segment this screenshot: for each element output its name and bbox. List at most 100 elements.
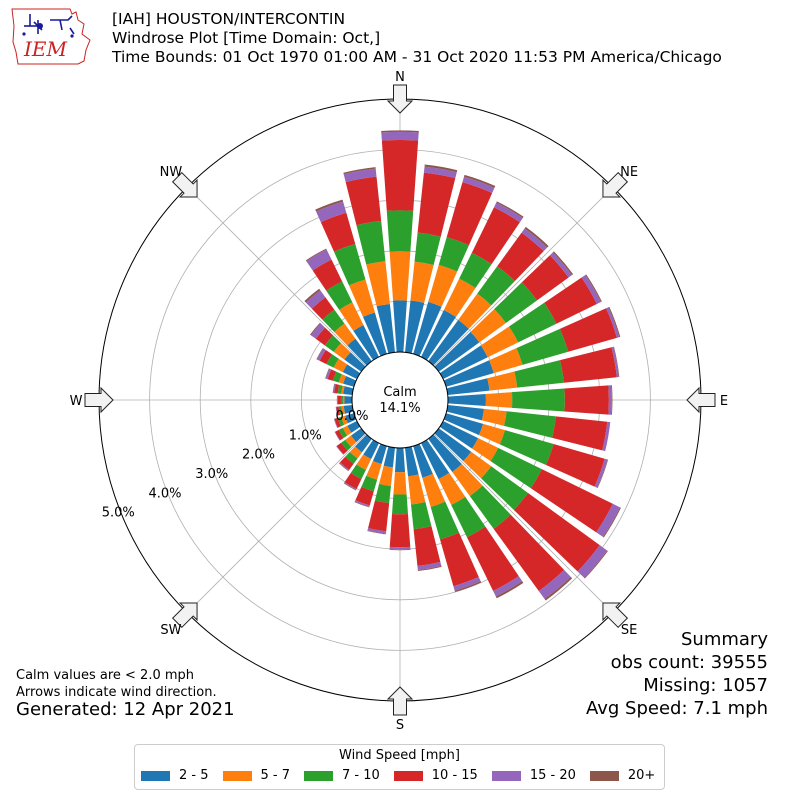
grid-spoke	[186, 186, 367, 367]
direction-arrow	[686, 386, 716, 414]
direction-arrow	[171, 171, 198, 198]
windrose-bar-segment	[354, 500, 370, 507]
windrose-bar-segment	[345, 435, 357, 448]
direction-arrows	[84, 84, 716, 716]
windrose-bar-segment	[334, 417, 341, 428]
avg-speed: Avg Speed: 7.1 mph	[586, 698, 768, 719]
windrose-bar-segment	[316, 348, 326, 361]
windrose-bar-segment	[325, 368, 332, 380]
windrose-bar-segment	[305, 290, 326, 309]
windrose-bar-segment	[487, 371, 518, 391]
windrose-bar-segment	[596, 503, 621, 537]
windrose-bar-segment	[606, 307, 620, 338]
windrose-bar-segment	[325, 368, 330, 379]
windrose-bar-segment	[421, 310, 456, 361]
windrose-bar-segment	[339, 456, 354, 470]
direction-arrow	[84, 386, 114, 414]
legend-label: 20+	[627, 768, 656, 783]
windrose-bar-segment	[320, 212, 356, 252]
legend-swatch	[589, 770, 619, 781]
direction-label-n: N	[395, 70, 405, 85]
windrose-bar-segment	[343, 167, 376, 175]
windrose-bar-segment	[417, 172, 456, 237]
windrose-bar-segment	[367, 530, 386, 535]
windrose-bar-segment	[422, 473, 446, 507]
direction-arrow	[602, 602, 629, 629]
radial-tick-label: 2.0%	[242, 448, 275, 463]
legend-label: 5 - 7	[260, 768, 291, 783]
windrose-bar-segment	[443, 360, 494, 387]
legend-item: 15 - 20	[491, 768, 576, 783]
windrose-bar-segment	[417, 561, 442, 571]
windrose-bar-segment	[345, 413, 357, 424]
windrose-bar-segment	[493, 576, 523, 597]
plot-subtitle: Windrose Plot [Time Domain: Oct,]	[112, 29, 381, 47]
radial-tick-label: 1.0%	[289, 428, 322, 443]
windrose-bar-segment	[338, 374, 346, 384]
windrose-bar-segment	[559, 308, 617, 352]
legend-swatch	[491, 770, 521, 781]
windrose-bar-segment	[376, 303, 395, 354]
windrose-bar-segment	[332, 371, 342, 383]
windrose-bar-segment	[493, 514, 565, 592]
windrose-bar-segment	[333, 343, 351, 360]
radial-tick-label: 4.0%	[148, 486, 181, 501]
windrose-bar-segment	[392, 494, 408, 515]
windrose-bar-segment	[334, 383, 340, 394]
windrose-bar-segment	[338, 427, 348, 439]
windrose-bar-segment	[309, 322, 321, 336]
windrose-bar-segment	[546, 444, 605, 487]
windrose-bar-segment	[344, 472, 362, 490]
legend-label: 10 - 15	[431, 768, 478, 783]
windrose-bar-segment	[389, 549, 411, 551]
windrose-bar-segment	[513, 493, 600, 572]
windrose-bar-segment	[336, 442, 348, 455]
arrow-note: Arrows indicate wind direction.	[16, 685, 217, 700]
windrose-bar-segment	[438, 472, 466, 505]
windrose-bar-segment	[481, 408, 507, 426]
windrose-bar-segment	[413, 443, 433, 478]
windrose-bar-segment	[559, 347, 617, 383]
legend-swatch	[222, 770, 252, 781]
windrose-bar-segment	[315, 199, 344, 212]
windrose-bar-segment	[372, 443, 387, 465]
windrose-bar-segment	[353, 325, 379, 361]
windrose-bar-segment	[350, 464, 366, 480]
windrose-bar-segment	[338, 462, 349, 472]
windrose-bar-segment	[410, 502, 432, 530]
windrose-bar-segment	[439, 421, 479, 449]
windrose-bar-segment	[490, 447, 542, 489]
windrose-bar-segment	[594, 458, 608, 488]
windrose-bar-segment	[466, 526, 519, 591]
windrose-bar-segment	[366, 460, 382, 480]
windrose-bar-segment	[521, 255, 569, 301]
windrose-bar-segment	[453, 576, 481, 591]
legend-swatch	[393, 770, 423, 781]
windrose-bar-segment	[319, 349, 333, 365]
windrose-bar-segment	[497, 232, 544, 282]
direction-arrow	[602, 171, 629, 198]
windrose-bar-segment	[338, 406, 343, 415]
windrose-bar-segment	[458, 293, 492, 329]
windrose-bar-segment	[613, 346, 620, 377]
windrose-bar-segment	[446, 182, 493, 246]
windrose-bar-segment	[496, 201, 524, 218]
windrose-bar-segment	[421, 439, 450, 480]
windrose-bar-segment	[341, 439, 352, 451]
windrose-bar-segment	[341, 405, 346, 415]
windrose-bar-segment	[481, 466, 529, 510]
windrose-bar-segment	[310, 323, 326, 339]
windrose-bar-segment	[447, 394, 486, 406]
windrose-bar-segment	[343, 386, 354, 395]
calm-label: Calm	[383, 385, 416, 400]
windrose-bar-segment	[611, 346, 619, 378]
windrose-bar-segment	[344, 352, 366, 372]
windrose-bar-segment	[374, 483, 391, 504]
windrose-bar-segment	[495, 581, 524, 599]
windrose-bar-segment	[504, 411, 556, 438]
missing-count: Missing: 1057	[643, 675, 768, 696]
direction-arrow	[386, 686, 414, 716]
windrose-bar-segment	[343, 168, 377, 183]
windrose-bar-segment	[446, 405, 484, 421]
legend: Wind Speed [mph] 2 - 5 5 - 7 7 - 10 10 - 15…	[134, 744, 665, 790]
